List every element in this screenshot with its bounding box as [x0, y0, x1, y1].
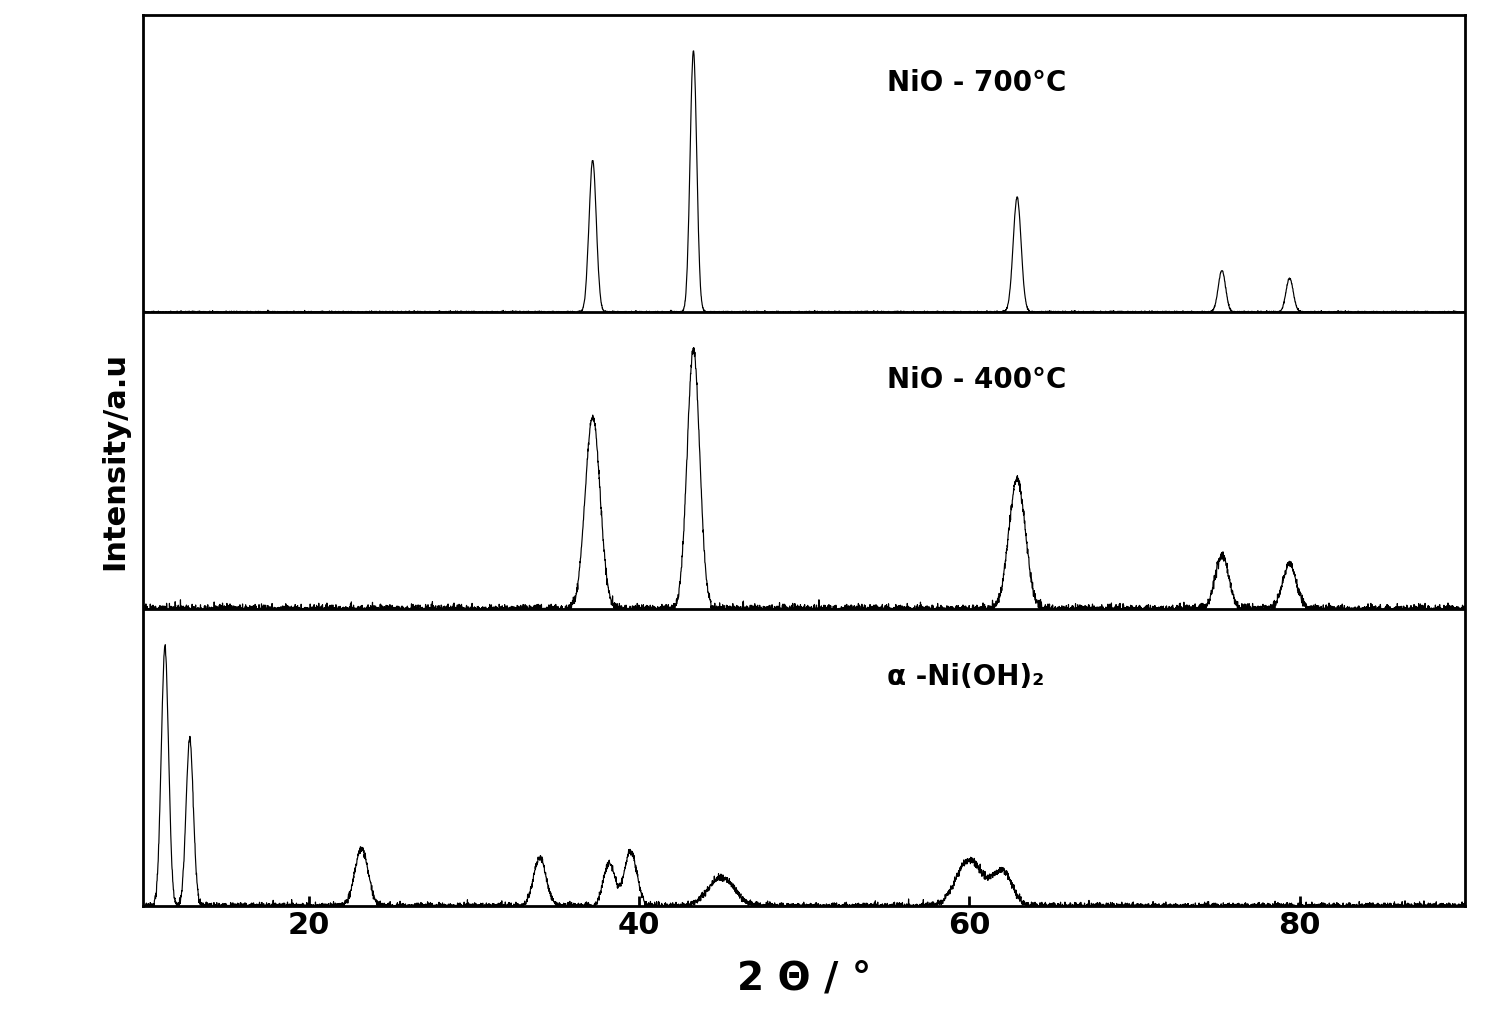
Text: α -Ni(OH)₂: α -Ni(OH)₂ — [886, 663, 1043, 690]
X-axis label: 2 Θ / °: 2 Θ / ° — [737, 959, 871, 998]
Text: NiO - 400°C: NiO - 400°C — [886, 365, 1066, 394]
Text: NiO - 700°C: NiO - 700°C — [886, 69, 1066, 97]
Y-axis label: Intensity/a.u: Intensity/a.u — [101, 351, 130, 570]
